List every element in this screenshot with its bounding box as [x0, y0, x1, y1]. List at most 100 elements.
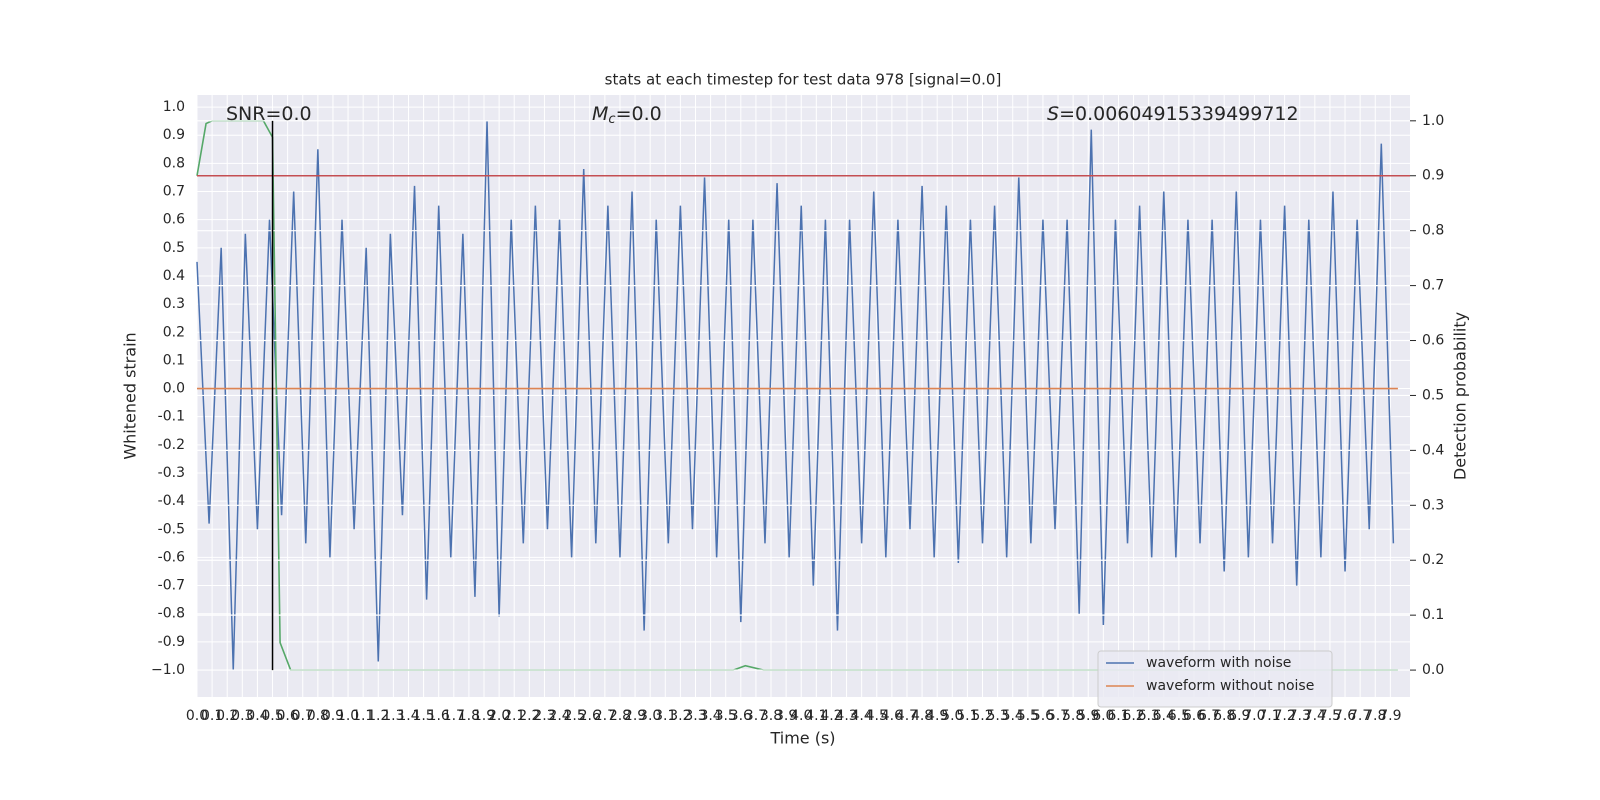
- x-tick-label: 2.0: [488, 708, 510, 724]
- x-tick-label: 2.7: [594, 708, 616, 724]
- y2-tick-label: 0.2: [1422, 552, 1444, 568]
- x-tick-label: 1.5: [412, 708, 434, 724]
- annotation-part: =0.00604915339499712: [1059, 103, 1299, 125]
- x-tick-label: 7.5: [1319, 708, 1341, 724]
- y-tick-label: -0.1: [158, 409, 185, 425]
- x-tick-label: 4.6: [881, 708, 903, 724]
- x-tick-label: 6.4: [1153, 708, 1175, 724]
- annotation-part: S: [1047, 103, 1059, 125]
- x-tick-label: 6.2: [1122, 708, 1144, 724]
- x-tick-label: 3.5: [715, 708, 737, 724]
- y-tick-label: 0.7: [163, 184, 185, 200]
- x-tick-label: 7.0: [1243, 708, 1265, 724]
- x-tick-label: 2.2: [518, 708, 540, 724]
- x-tick-label: 4.1: [805, 708, 827, 724]
- x-tick-label: 3.2: [669, 708, 691, 724]
- x-tick-label: 0.8: [307, 708, 329, 724]
- chart-title: stats at each timestep for test data 978…: [605, 71, 1002, 89]
- x-tick-label: 1.2: [367, 708, 389, 724]
- x-axis-label: Time (s): [769, 729, 835, 748]
- x-tick-label: 3.4: [699, 708, 721, 724]
- x-tick-label: 0.1: [201, 708, 223, 724]
- x-tick-label: 0.9: [322, 708, 344, 724]
- x-tick-label: 6.0: [1092, 708, 1114, 724]
- annotation-part: =0.0: [616, 103, 662, 125]
- y-tick-label: -0.7: [158, 578, 185, 594]
- x-tick-label: 0.7: [292, 708, 314, 724]
- y-tick-label: -0.9: [158, 634, 185, 650]
- x-tick-label: 7.7: [1349, 708, 1371, 724]
- x-tick-label: 6.1: [1107, 708, 1129, 724]
- annotation-part: SNR=0.0: [226, 103, 312, 125]
- x-tick-label: 6.7: [1198, 708, 1220, 724]
- y-tick-label: 0.3: [163, 296, 185, 312]
- x-tick-label: 3.0: [639, 708, 661, 724]
- annotation-part: M: [592, 103, 608, 125]
- y2-tick-label: 0.7: [1422, 278, 1444, 294]
- x-tick-label: 5.6: [1032, 708, 1054, 724]
- x-tick-label: 5.7: [1047, 708, 1069, 724]
- y-tick-label: 0.8: [163, 155, 185, 171]
- annotation-part: c: [608, 112, 615, 127]
- y2-tick-label: 0.5: [1422, 387, 1444, 403]
- x-tick-label: 4.2: [820, 708, 842, 724]
- x-tick-label: 7.4: [1304, 708, 1326, 724]
- x-tick-label: 6.9: [1228, 708, 1250, 724]
- x-tick-label: 1.6: [428, 708, 450, 724]
- x-tick-label: 2.8: [609, 708, 631, 724]
- y-tick-label: -0.5: [158, 521, 185, 537]
- y-tick-label: −1.0: [151, 662, 185, 678]
- x-tick-label: 7.1: [1258, 708, 1280, 724]
- x-tick-label: 1.9: [473, 708, 495, 724]
- x-tick-label: 4.9: [926, 708, 948, 724]
- x-tick-label: 3.3: [684, 708, 706, 724]
- x-tick-label: 6.6: [1183, 708, 1205, 724]
- x-tick-label: 5.3: [986, 708, 1008, 724]
- x-tick-label: 3.1: [654, 708, 676, 724]
- x-tick-label: 5.2: [971, 708, 993, 724]
- x-tick-label: 4.8: [911, 708, 933, 724]
- y2-tick-label: 0.9: [1422, 168, 1444, 184]
- y2-tick-label: 0.3: [1422, 497, 1444, 513]
- y-tick-label: 1.0: [163, 99, 185, 115]
- x-tick-label: 4.5: [866, 708, 888, 724]
- y-tick-label: -0.8: [158, 606, 185, 622]
- annotation: S=0.00604915339499712: [1047, 103, 1299, 125]
- y-tick-label: -0.3: [158, 465, 185, 481]
- series-line: [196, 121, 1395, 671]
- y-tick-label: -0.4: [158, 493, 185, 509]
- x-tick-label: 5.4: [1002, 708, 1024, 724]
- x-tick-label: 4.7: [896, 708, 918, 724]
- y-tick-label: 0.4: [163, 268, 185, 284]
- x-tick-label: 0.2: [216, 708, 238, 724]
- x-tick-label: 4.4: [851, 708, 873, 724]
- y-tick-label: 0.9: [163, 127, 185, 143]
- x-tick-label: 7.8: [1364, 708, 1386, 724]
- x-tick-label: 3.8: [760, 708, 782, 724]
- x-tick-label: 6.3: [1138, 708, 1160, 724]
- y2-tick-label: 0.6: [1422, 333, 1444, 349]
- y-tick-label: -0.2: [158, 437, 185, 453]
- x-tick-label: 7.2: [1273, 708, 1295, 724]
- x-tick-label: 7.6: [1334, 708, 1356, 724]
- x-tick-label: 0.6: [277, 708, 299, 724]
- legend-label: waveform with noise: [1146, 655, 1291, 671]
- y2-axis-label: Detection probability: [1451, 312, 1470, 480]
- y-tick-label: 0.5: [163, 240, 185, 256]
- x-tick-label: 5.1: [956, 708, 978, 724]
- x-tick-label: 1.7: [443, 708, 465, 724]
- x-tick-label: 0.4: [246, 708, 268, 724]
- y2-tick-label: 0.8: [1422, 223, 1444, 239]
- x-tick-label: 3.7: [745, 708, 767, 724]
- x-tick-label: 7.9: [1379, 708, 1401, 724]
- x-tick-label: 7.3: [1289, 708, 1311, 724]
- y-tick-label: -0.6: [158, 549, 185, 565]
- x-tick-label: 1.1: [352, 708, 374, 724]
- x-tick-label: 5.5: [1017, 708, 1039, 724]
- y-axis-label: Whitened strain: [121, 332, 140, 459]
- x-tick-label: 5.0: [941, 708, 963, 724]
- x-tick-label: 2.4: [548, 708, 570, 724]
- y-tick-label: 0.6: [163, 212, 185, 228]
- x-tick-label: 4.0: [790, 708, 812, 724]
